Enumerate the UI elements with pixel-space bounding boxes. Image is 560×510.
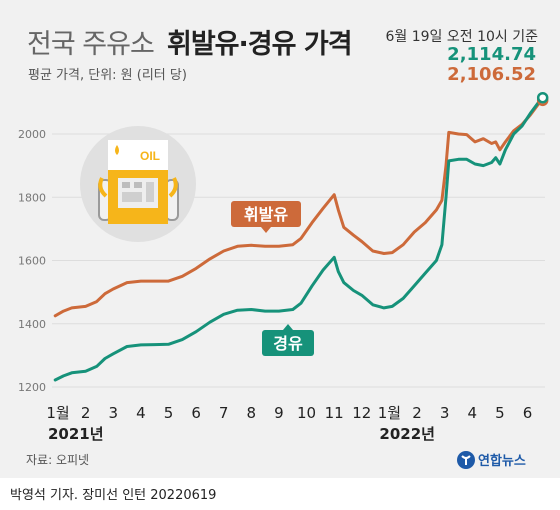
- x-tick-label: 5: [164, 404, 174, 422]
- credit-line: 박영석 기자. 장미선 인턴 20220619: [10, 488, 217, 503]
- x-tick-label: 9: [274, 404, 284, 422]
- y-tick-label: 1600: [18, 255, 46, 268]
- x-tick-label: 8: [247, 404, 257, 422]
- x-tick-label: 12: [352, 404, 371, 422]
- title-main: 휘발유·경유 가격: [167, 29, 353, 60]
- label-gasoline: 휘발유: [231, 201, 301, 233]
- x-tick-label: 4: [136, 404, 146, 422]
- yonhap-logo: 연합뉴스: [456, 448, 546, 472]
- x-tick-label: 2: [412, 404, 422, 422]
- label-diesel-text: 경유: [273, 334, 303, 353]
- x-tick-label: 4: [467, 404, 477, 422]
- gasoline-latest-price: 2,106.52: [447, 64, 536, 85]
- series-lines: [53, 96, 545, 382]
- x-tick-label: 3: [440, 404, 450, 422]
- x-tick-label: 10: [297, 404, 316, 422]
- year-label: 2022년: [379, 425, 435, 443]
- line-chart: 1200 1400 1600 1800 2000 OIL: [18, 91, 549, 443]
- title-region: 전국 주유소: [27, 29, 155, 60]
- end-marker-diesel: [536, 91, 549, 104]
- credit-bar: 박영석 기자. 장미선 인턴 20220619: [0, 478, 560, 510]
- x-axis-years: 2021년 2022년: [48, 425, 435, 443]
- yonhap-logo-text: 연합뉴스: [478, 454, 526, 469]
- y-tick-label: 1400: [18, 318, 46, 331]
- x-tick-label: 6: [191, 404, 201, 422]
- x-tick-label: 1월: [378, 404, 401, 422]
- label-diesel: 경유: [262, 324, 314, 356]
- x-tick-label: 11: [325, 404, 344, 422]
- label-gasoline-text: 휘발유: [244, 205, 288, 224]
- series-line-gasoline: [53, 98, 545, 318]
- y-axis-ticks: 1200 1400 1600 1800 2000: [18, 128, 46, 394]
- reference-date: 6월 19일 오전 10시 기준: [385, 29, 539, 45]
- x-tick-label: 5: [495, 404, 505, 422]
- y-tick-label: 2000: [18, 128, 46, 141]
- source-note: 자료: 오피넷: [26, 453, 90, 467]
- gas-station-icon: OIL: [80, 126, 196, 242]
- x-tick-label: 2: [81, 404, 91, 422]
- y-tick-label: 1200: [18, 381, 46, 394]
- end-markers: [536, 91, 549, 107]
- series-line-diesel: [53, 96, 545, 382]
- year-label: 2021년: [48, 425, 104, 443]
- x-tick-label: 3: [108, 404, 118, 422]
- x-axis-ticks: 1월 2 3 4 5 6 7 8 9 10 11 12 1월 2 3 4 5 6: [46, 404, 532, 422]
- oil-label: OIL: [140, 149, 160, 163]
- y-tick-label: 1800: [18, 191, 46, 204]
- x-tick-label: 1월: [46, 404, 69, 422]
- chart-panel: 전국 주유소 휘발유·경유 가격 평균 가격, 단위: 원 (리터 당) 6월 …: [0, 0, 560, 478]
- yonhap-logo-icon: [457, 451, 475, 469]
- x-tick-label: 7: [219, 404, 229, 422]
- x-tick-label: 6: [523, 404, 533, 422]
- diesel-latest-price: 2,114.74: [447, 44, 536, 65]
- subtitle: 평균 가격, 단위: 원 (리터 당): [28, 68, 187, 83]
